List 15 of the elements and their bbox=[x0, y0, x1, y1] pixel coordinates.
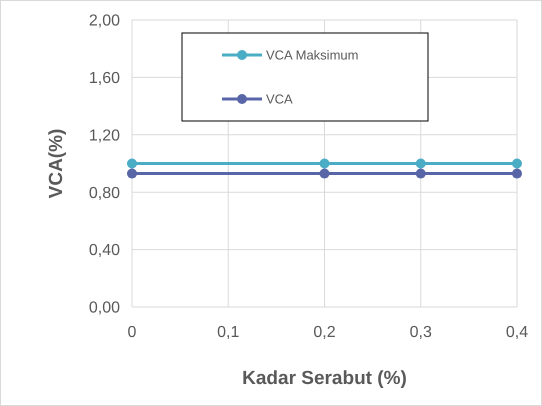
x-tick-label: 0 bbox=[128, 324, 137, 341]
legend-label: VCA bbox=[266, 92, 294, 107]
legend-label: VCA Maksimum bbox=[266, 48, 358, 63]
y-tick-label: 1,60 bbox=[88, 70, 120, 87]
y-tick-label: 0,40 bbox=[88, 242, 120, 260]
x-tick-label: 0,2 bbox=[313, 324, 336, 341]
x-tick-label: 0,3 bbox=[410, 324, 432, 341]
x-tick-label: 0,1 bbox=[217, 324, 240, 341]
y-tick-label: 2,00 bbox=[88, 12, 120, 30]
y-tick-label: 0,80 bbox=[88, 184, 120, 202]
y-axis-title: VCA(%) bbox=[46, 128, 67, 198]
x-tick-label: 0,4 bbox=[506, 324, 528, 341]
y-tick-label: 0,00 bbox=[88, 300, 120, 317]
x-axis-title: Kadar Serabut (%) bbox=[242, 368, 407, 389]
y-tick-label: 1,20 bbox=[88, 127, 120, 144]
